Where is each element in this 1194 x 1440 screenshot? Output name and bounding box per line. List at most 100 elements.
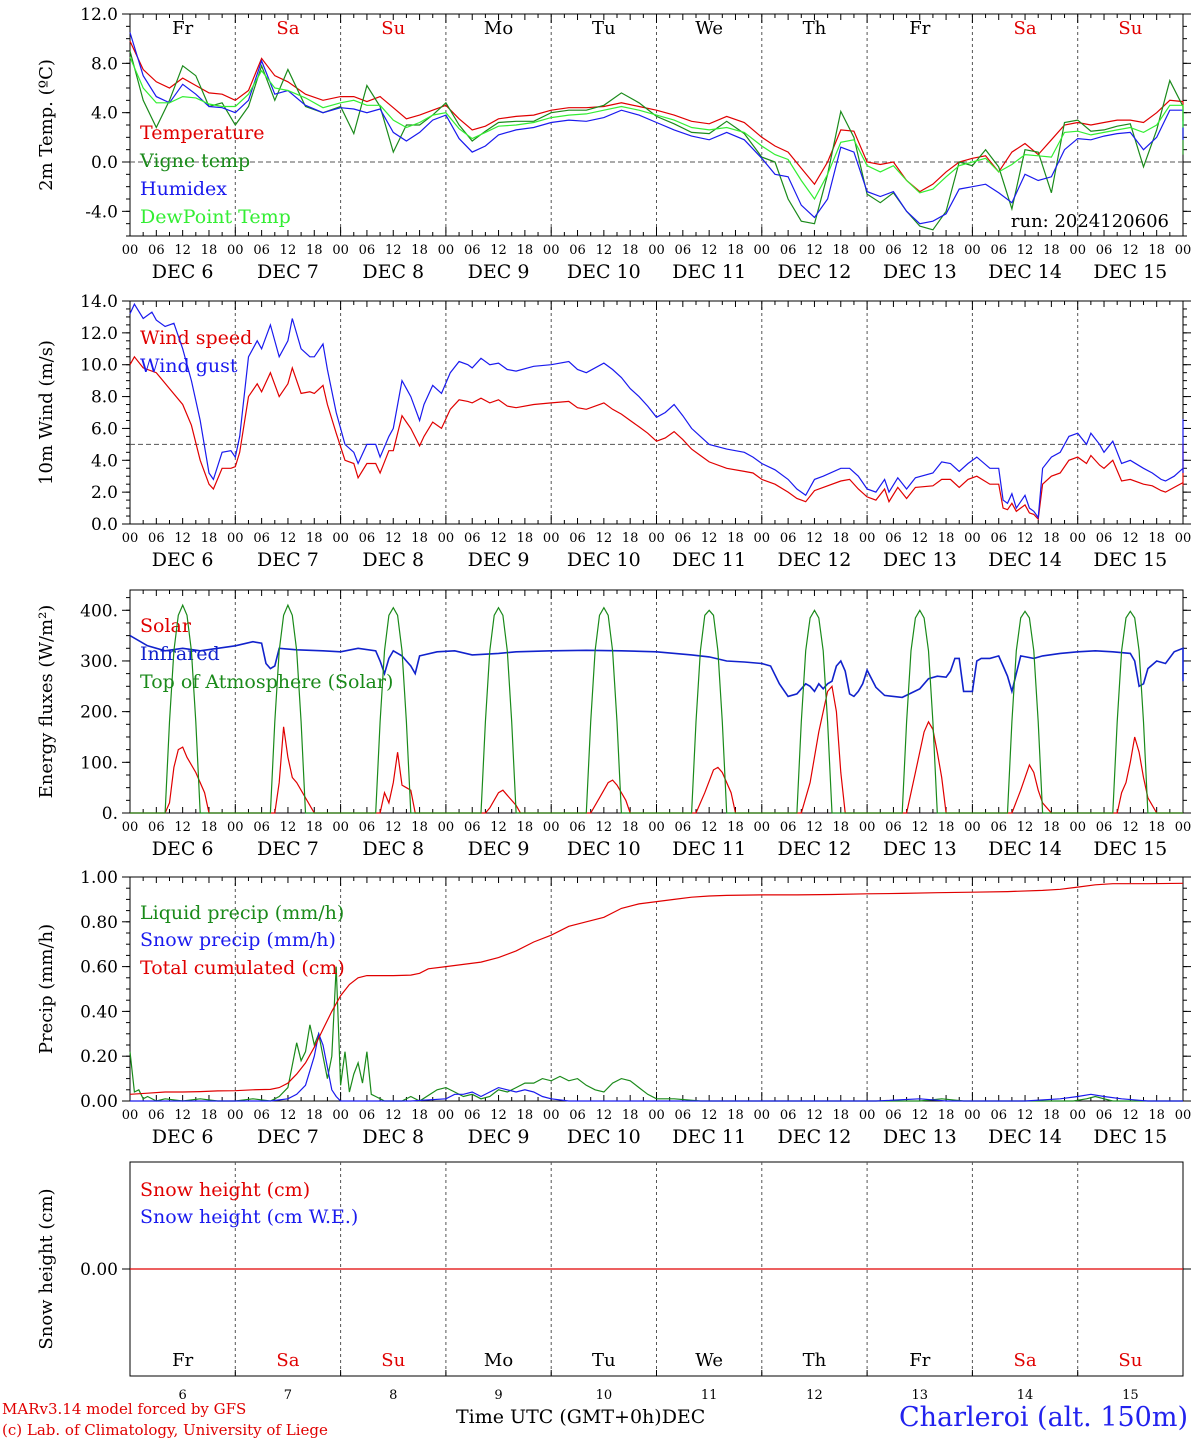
series-line-temperature	[129, 40, 1184, 193]
date-label: DEC 9	[468, 838, 530, 860]
y-tick-label: 4.0	[91, 104, 118, 124]
hour-label: 12	[385, 243, 402, 258]
date-label: DEC 12	[778, 261, 852, 283]
y-tick-label: 0.80	[80, 913, 118, 933]
weekday-label: Tu	[592, 18, 616, 39]
hour-label: 00	[754, 1108, 771, 1123]
hour-label: 12	[701, 531, 718, 546]
y-tick-label: 0.00	[80, 1260, 118, 1280]
hour-label: 12	[174, 1108, 191, 1123]
hour-label: 18	[306, 1108, 323, 1123]
hour-label: 18	[727, 243, 744, 258]
day-number-label: 13	[911, 1388, 928, 1403]
hour-label: 06	[569, 820, 586, 835]
weekday-label: Su	[381, 1350, 405, 1371]
legend-entry: Snow precip (mm/h)	[140, 929, 336, 951]
hour-label: 06	[148, 1108, 165, 1123]
weekday-label: Sa	[1014, 1350, 1037, 1371]
legend-entry: Humidex	[140, 178, 227, 200]
weekday-label: Sa	[276, 18, 299, 39]
hour-label: 12	[280, 243, 297, 258]
date-label: DEC 8	[362, 549, 424, 571]
date-label: DEC 11	[672, 838, 746, 860]
hour-label: 12	[806, 243, 823, 258]
y-tick-label: 0.	[102, 804, 118, 824]
hour-label: 00	[122, 820, 139, 835]
date-label: DEC 14	[988, 1126, 1062, 1148]
date-label: DEC 11	[672, 549, 746, 571]
hour-label: 12	[385, 531, 402, 546]
hour-label: 18	[1043, 1108, 1060, 1123]
date-label: DEC 7	[257, 261, 319, 283]
hour-label: 06	[359, 243, 376, 258]
legend-entry: Snow height (cm W.E.)	[140, 1206, 358, 1228]
date-label: DEC 12	[778, 1126, 852, 1148]
legend-entry: Liquid precip (mm/h)	[140, 902, 344, 924]
date-label: DEC 7	[257, 549, 319, 571]
hour-label: 12	[280, 531, 297, 546]
y-tick-label: 0.40	[80, 1002, 118, 1022]
hour-label: 00	[648, 243, 665, 258]
hour-label: 18	[833, 243, 850, 258]
lab-credit: (c) Lab. of Climatology, University of L…	[2, 1421, 328, 1439]
hour-label: 06	[464, 1108, 481, 1123]
date-label: DEC 13	[883, 549, 957, 571]
hour-label: 18	[727, 820, 744, 835]
hour-label: 00	[543, 820, 560, 835]
hour-label: 00	[964, 820, 981, 835]
weekday-label: Fr	[172, 18, 193, 39]
weekday-label: Mo	[484, 18, 513, 39]
hour-label: 12	[1017, 820, 1034, 835]
hour-label: 06	[359, 820, 376, 835]
legend-entry: Solar	[140, 615, 192, 637]
date-label: DEC 10	[567, 838, 641, 860]
hour-label: 12	[490, 531, 507, 546]
hour-label: 12	[911, 820, 928, 835]
weekday-label: Th	[803, 18, 827, 39]
date-label: DEC 14	[988, 261, 1062, 283]
date-label: DEC 6	[152, 549, 214, 571]
hour-label: 06	[885, 820, 902, 835]
hour-label: 00	[1069, 531, 1086, 546]
hour-label: 00	[754, 531, 771, 546]
day-number-label: 7	[284, 1388, 292, 1403]
hour-label: 06	[1096, 820, 1113, 835]
hour-label: 06	[885, 1108, 902, 1123]
hour-label: 06	[253, 531, 270, 546]
hour-label: 12	[911, 1108, 928, 1123]
hour-label: 12	[1017, 1108, 1034, 1123]
date-label: DEC 7	[257, 838, 319, 860]
hour-label: 18	[306, 531, 323, 546]
y-tick-label: 8.0	[91, 388, 118, 408]
hour-label: 18	[201, 1108, 218, 1123]
hour-label: 06	[990, 820, 1007, 835]
date-label: DEC 11	[672, 261, 746, 283]
legend-entry: Vigne temp	[139, 150, 250, 172]
hour-label: 18	[727, 1108, 744, 1123]
hour-label: 00	[964, 531, 981, 546]
hour-label: 12	[806, 1108, 823, 1123]
weekday-label: We	[695, 1350, 723, 1371]
hour-label: 00	[438, 820, 455, 835]
legend-entry: Snow height (cm)	[140, 1179, 310, 1201]
weekday-label: Su	[1118, 1350, 1142, 1371]
hour-label: 18	[517, 820, 534, 835]
date-label: DEC 13	[883, 1126, 957, 1148]
hour-label: 12	[701, 1108, 718, 1123]
hour-label: 06	[675, 531, 692, 546]
hour-label: 00	[438, 1108, 455, 1123]
hour-label: 06	[990, 243, 1007, 258]
hour-label: 18	[833, 820, 850, 835]
hour-label: 18	[201, 820, 218, 835]
hour-label: 00	[227, 1108, 244, 1123]
hour-label: 06	[1096, 531, 1113, 546]
weekday-label: Mo	[484, 1350, 513, 1371]
hour-label: 00	[859, 531, 876, 546]
hour-label: 06	[675, 820, 692, 835]
hour-label: 18	[517, 531, 534, 546]
legend-entry: DewPoint Temp	[140, 206, 291, 228]
hour-label: 12	[1122, 243, 1139, 258]
hour-label: 12	[174, 531, 191, 546]
series-line-vigne-temp	[129, 50, 1184, 231]
hour-label: 00	[964, 1108, 981, 1123]
